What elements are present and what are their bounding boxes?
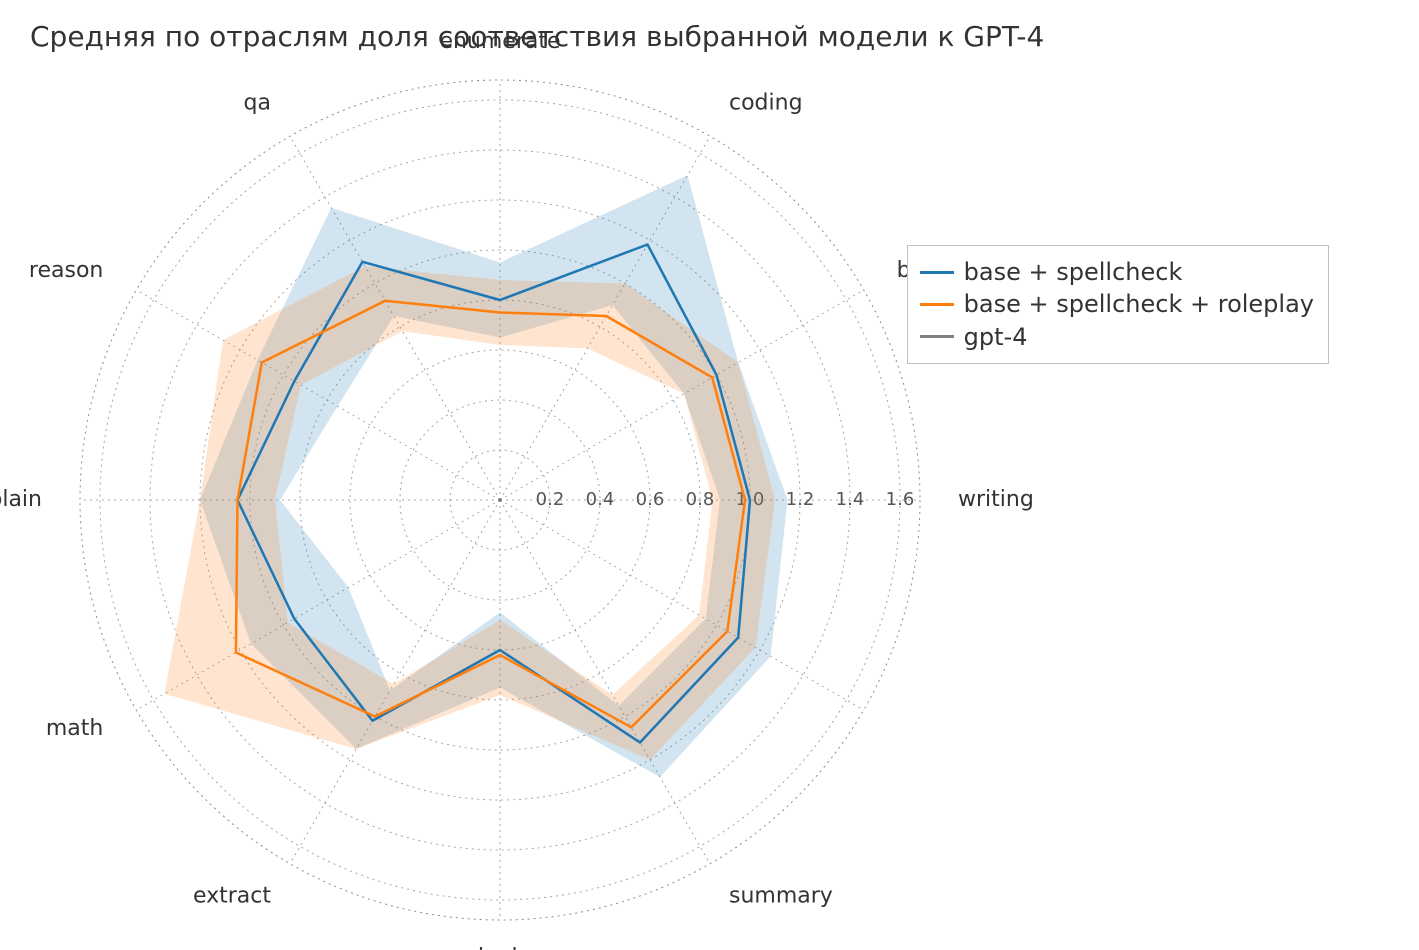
svg-text:explain: explain [0,487,42,512]
svg-text:0.2: 0.2 [536,489,565,510]
legend-label: gpt-4 [964,321,1028,353]
svg-text:0.8: 0.8 [686,489,715,510]
svg-text:math: math [46,716,103,741]
radar-chart: 0.20.40.60.81.01.21.41.6writingbrainstor… [0,0,1419,950]
legend-item: base + spellcheck + roleplay [920,288,1314,320]
legend-label: base + spellcheck [964,256,1183,288]
svg-text:coding: coding [729,90,803,115]
legend-swatch [920,303,954,306]
svg-text:extract: extract [193,884,271,909]
svg-text:qa: qa [244,90,271,115]
legend-swatch [920,271,954,274]
legend-item: gpt-4 [920,321,1314,353]
svg-text:reason: reason [29,258,103,283]
svg-text:1.6: 1.6 [886,489,915,510]
svg-text:roleplay: roleplay [456,945,544,950]
svg-text:1.2: 1.2 [786,489,815,510]
svg-text:enumerate: enumerate [439,29,560,54]
legend-swatch [920,335,954,338]
svg-text:0.4: 0.4 [586,489,615,510]
svg-text:1.4: 1.4 [836,489,865,510]
legend: base + spellcheck base + spellcheck + ro… [907,245,1329,364]
svg-text:writing: writing [958,487,1034,512]
svg-text:summary: summary [729,884,833,909]
svg-text:0.6: 0.6 [636,489,665,510]
legend-label: base + spellcheck + roleplay [964,288,1314,320]
legend-item: base + spellcheck [920,256,1314,288]
